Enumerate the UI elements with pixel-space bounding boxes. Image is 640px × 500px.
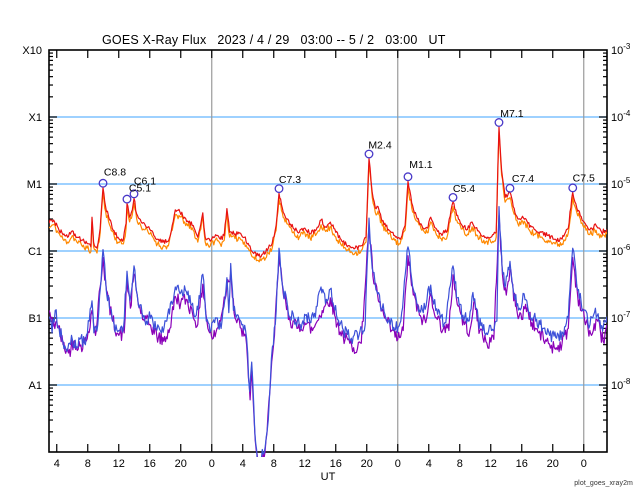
flare-marker-C7.5 <box>568 183 578 193</box>
x-tick-label: 20 <box>547 458 559 470</box>
flare-marker-C6.1 <box>129 189 139 199</box>
x-tick-label: 12 <box>485 458 497 470</box>
x-tick-label: 4 <box>240 458 246 470</box>
left-axis-label-B1: B1 <box>29 313 42 325</box>
flare-label-C5.4: C5.4 <box>453 183 475 195</box>
left-axis-label-X1: X1 <box>29 112 42 124</box>
flare-label-C8.8: C8.8 <box>104 167 126 179</box>
plot-script-note: plot_goes_xray2m <box>574 480 633 487</box>
flare-marker-M2.4 <box>364 149 374 159</box>
axis-labels: X10 X1 M1 C1 B1 A1 10-3 10-4 10-5 10-6 10-7 10-8 4 8 1… <box>22 42 630 483</box>
flare-label-C7.5: C7.5 <box>573 172 595 184</box>
x-tick-label: 20 <box>361 458 373 470</box>
flare-markers <box>98 118 578 204</box>
x-tick-label: 8 <box>457 458 463 470</box>
left-axis-label-M1: M1 <box>27 179 42 191</box>
x-tick-label: 12 <box>299 458 311 470</box>
flare-marker-M1.1 <box>403 172 413 182</box>
left-axis-label-A1: A1 <box>29 380 42 392</box>
x-tick-label: 4 <box>54 458 60 470</box>
flare-label-C5.1: C5.1 <box>129 183 151 195</box>
flare-marker-C8.8 <box>98 178 108 188</box>
flare-label-C6.1: C6.1 <box>134 175 156 187</box>
right-axis-label-1e-3: 10-3 <box>611 42 631 57</box>
axis-frame <box>48 49 608 453</box>
x-tick-label: 12 <box>113 458 125 470</box>
flare-marker-M7.1 <box>494 118 504 127</box>
flare-marker-C7.3 <box>274 184 284 194</box>
series-xray-long-secondary <box>49 131 607 263</box>
x-tick-label: 16 <box>516 458 528 470</box>
x-tick-label: 20 <box>175 458 187 470</box>
right-axis-label-1e-5: 10-5 <box>611 176 631 191</box>
flare-marker-C5.1 <box>122 194 132 204</box>
flare-label-C7.4: C7.4 <box>512 173 534 185</box>
right-axis-label-1e-4: 10-4 <box>611 109 631 124</box>
flare-marker-C7.4 <box>505 183 515 193</box>
day-boundary-lines <box>211 50 585 452</box>
series-xray-short <box>49 206 607 457</box>
decade-gridlines <box>49 116 607 386</box>
x-axis-title: UT <box>321 471 336 483</box>
right-axis-label-1e-8: 10-8 <box>611 377 631 392</box>
x-tick-label: 8 <box>85 458 91 470</box>
flare-label-M7.1: M7.1 <box>500 108 524 120</box>
right-axis-label-1e-6: 10-6 <box>611 243 631 258</box>
x-tick-label: 16 <box>144 458 156 470</box>
series-xray-short-secondary <box>49 214 607 457</box>
x-tick-label: 4 <box>426 458 432 470</box>
right-axis-label-1e-7: 10-7 <box>611 310 631 325</box>
flare-marker-C5.4 <box>448 192 458 202</box>
flare-label-M2.4: M2.4 <box>368 140 392 152</box>
chart-title: GOES X-Ray Flux 2023 / 4 / 29 03:00 -- 5… <box>102 33 446 47</box>
flare-label-C7.3: C7.3 <box>279 174 301 186</box>
flare-labels: C8.8C5.1C6.1 C7.3 M2.4 M1.1 C5.4 M7.1 C7.4 C7.5 <box>104 108 595 195</box>
x-tick-label: 8 <box>271 458 277 470</box>
x-tick-label: 16 <box>330 458 342 470</box>
x-tick-label: 0 <box>395 458 401 470</box>
left-axis-label-X10: X10 <box>22 45 42 57</box>
series-xray-long <box>49 126 607 258</box>
x-tick-label: 0 <box>209 458 215 470</box>
x-tick-label: 0 <box>581 458 587 470</box>
left-axis-label-C1: C1 <box>28 246 42 258</box>
flare-label-M1.1: M1.1 <box>409 159 433 171</box>
flux-series <box>49 126 607 457</box>
